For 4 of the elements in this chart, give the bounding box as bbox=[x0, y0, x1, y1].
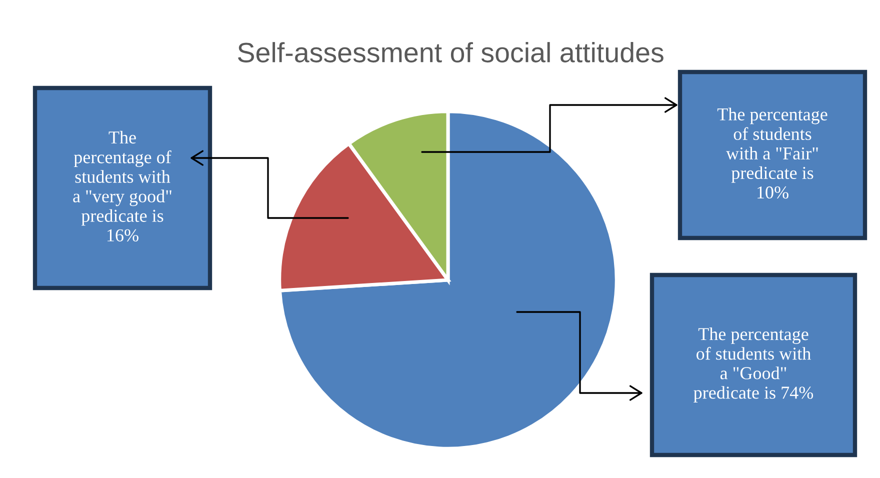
text: The percentage of students with a "very good" predicate is 16% bbox=[73, 130, 172, 242]
text: The percentage of students with a "Good" predicate is 74% bbox=[694, 328, 814, 402]
text: The percentage of students with a "Fair" predicate is 10% bbox=[717, 108, 828, 199]
chart-title: Self-assessment of social attitudes bbox=[238, 42, 664, 62]
